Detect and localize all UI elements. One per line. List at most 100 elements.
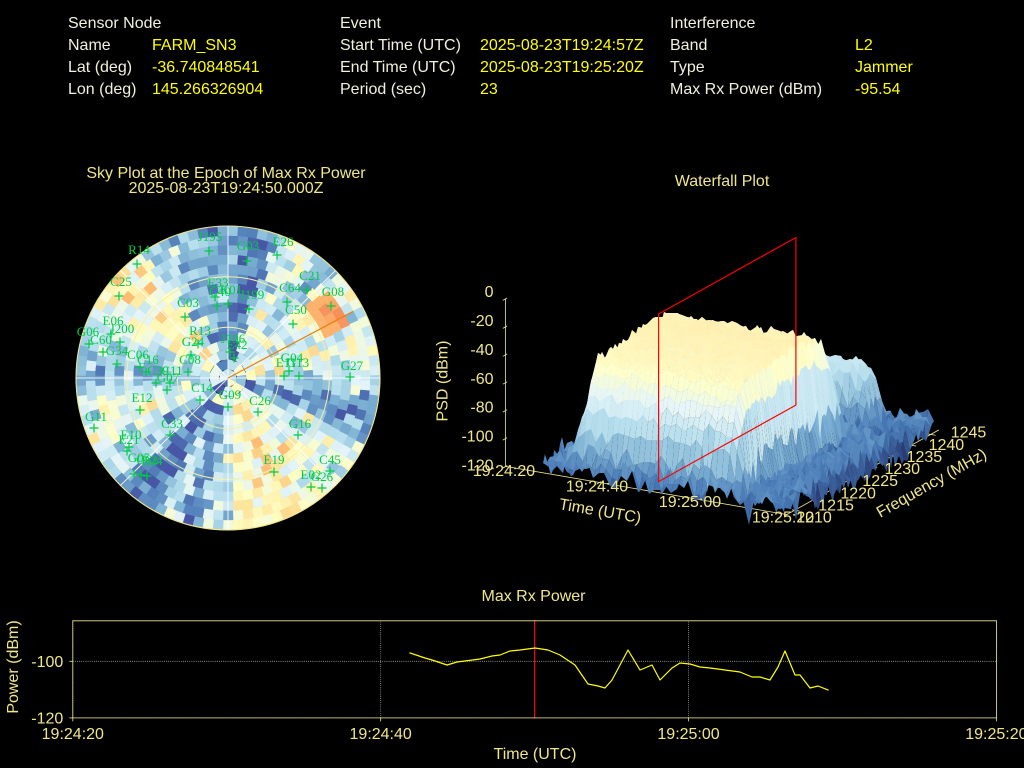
svg-text:G07: G07 — [157, 370, 180, 385]
svg-text:Lat (deg): Lat (deg) — [68, 59, 132, 76]
svg-text:E24: E24 — [142, 453, 163, 468]
svg-text:19:24:40: 19:24:40 — [566, 479, 628, 496]
svg-text:C45: C45 — [319, 452, 341, 467]
svg-text:G08: G08 — [322, 284, 344, 299]
svg-text:G03: G03 — [237, 238, 259, 253]
svg-text:1210: 1210 — [796, 510, 832, 527]
svg-text:FARM_SN3: FARM_SN3 — [152, 37, 237, 54]
svg-text:C60: C60 — [90, 332, 112, 347]
svg-text:Waterfall Plot: Waterfall Plot — [675, 173, 770, 190]
svg-text:J200: J200 — [110, 321, 135, 336]
svg-text:C06: C06 — [127, 347, 149, 362]
svg-text:C16: C16 — [137, 352, 159, 367]
svg-text:-80: -80 — [470, 400, 493, 417]
svg-text:Jammer: Jammer — [855, 59, 913, 76]
svg-text:Event: Event — [340, 15, 381, 32]
svg-text:E26: E26 — [273, 234, 294, 249]
svg-text:Max Rx Power: Max Rx Power — [481, 588, 586, 605]
svg-text:Lon (deg): Lon (deg) — [68, 81, 137, 98]
svg-text:-36.740848541: -36.740848541 — [152, 59, 260, 76]
svg-text:End Time (UTC): End Time (UTC) — [340, 59, 456, 76]
svg-text:Sky Plot at the Epoch of Max R: Sky Plot at the Epoch of Max Rx Power — [86, 165, 366, 182]
svg-text:Name: Name — [68, 37, 111, 54]
svg-text:Period (sec): Period (sec) — [340, 81, 426, 98]
svg-text:1245: 1245 — [951, 425, 987, 442]
svg-text:G11: G11 — [85, 409, 107, 424]
svg-text:Max Rx Power (dBm): Max Rx Power (dBm) — [670, 81, 822, 98]
svg-text:-100: -100 — [31, 654, 63, 671]
svg-text:Sensor Node: Sensor Node — [68, 15, 161, 32]
svg-text:1220: 1220 — [840, 485, 876, 502]
svg-text:C39: C39 — [147, 363, 169, 378]
svg-text:19:24:20: 19:24:20 — [42, 726, 104, 743]
svg-text:2025-08-23T19:24:57Z: 2025-08-23T19:24:57Z — [480, 37, 644, 54]
svg-text:C64: C64 — [279, 280, 301, 295]
svg-text:-40: -40 — [470, 342, 493, 359]
svg-text:C40: C40 — [209, 284, 231, 299]
svg-text:C62: C62 — [136, 452, 158, 467]
svg-text:19:25:20: 19:25:20 — [752, 510, 814, 527]
svg-text:-95.54: -95.54 — [855, 81, 900, 98]
svg-text:19:24:40: 19:24:40 — [350, 726, 412, 743]
svg-text:C25: C25 — [110, 274, 132, 289]
svg-text:E19: E19 — [264, 452, 285, 467]
svg-text:Interference: Interference — [670, 15, 755, 32]
svg-text:G09: G09 — [219, 387, 241, 402]
svg-text:145.266326904: 145.266326904 — [152, 81, 263, 98]
svg-text:G06: G06 — [77, 324, 100, 339]
svg-text:2025-08-23T19:25:20Z: 2025-08-23T19:25:20Z — [480, 59, 644, 76]
svg-text:Power (dBm): Power (dBm) — [5, 620, 22, 713]
svg-text:G24: G24 — [182, 334, 205, 349]
svg-text:R14: R14 — [128, 242, 150, 257]
svg-text:G13: G13 — [287, 355, 309, 370]
svg-text:-120: -120 — [31, 711, 63, 728]
svg-text:-120: -120 — [461, 458, 493, 475]
svg-text:19:25:00: 19:25:00 — [657, 726, 719, 743]
svg-text:G16: G16 — [289, 416, 312, 431]
svg-text:C14: C14 — [191, 380, 213, 395]
svg-text:E11: E11 — [276, 355, 296, 370]
svg-text:1225: 1225 — [862, 473, 898, 490]
svg-text:1235: 1235 — [907, 449, 943, 466]
svg-text:0: 0 — [485, 284, 494, 301]
svg-text:G34: G34 — [106, 343, 129, 358]
svg-text:19:25:00: 19:25:00 — [659, 494, 721, 511]
svg-text:E10: E10 — [121, 427, 142, 442]
svg-text:G05: G05 — [128, 450, 150, 465]
svg-text:C26: C26 — [249, 393, 271, 408]
svg-text:-100: -100 — [461, 429, 493, 446]
svg-text:1215: 1215 — [818, 497, 854, 514]
svg-text:J196: J196 — [221, 331, 246, 346]
svg-text:2025-08-23T19:24:50.000Z: 2025-08-23T19:24:50.000Z — [129, 180, 324, 197]
svg-text:C03: C03 — [177, 295, 199, 310]
svg-text:19:24:20: 19:24:20 — [473, 463, 535, 480]
svg-text:C33: C33 — [161, 416, 183, 431]
svg-text:-60: -60 — [470, 371, 493, 388]
svg-text:G26: G26 — [311, 469, 334, 484]
svg-text:C21: C21 — [299, 268, 321, 283]
svg-text:PSD (dBm): PSD (dBm) — [435, 341, 452, 422]
svg-text:19:25:20: 19:25:20 — [965, 726, 1024, 743]
svg-text:Type: Type — [670, 59, 705, 76]
svg-text:E42: E42 — [227, 337, 248, 352]
svg-text:Band: Band — [670, 37, 707, 54]
svg-text:E33: E33 — [208, 275, 229, 290]
svg-text:C50: C50 — [285, 302, 307, 317]
svg-text:E02: E02 — [301, 467, 322, 482]
svg-text:Time (UTC): Time (UTC) — [494, 746, 577, 763]
svg-text:K01: K01 — [220, 282, 242, 297]
svg-text:E12: E12 — [132, 390, 153, 405]
svg-text:L2: L2 — [855, 37, 873, 54]
svg-text:J195: J195 — [198, 229, 223, 244]
svg-text:C11: C11 — [161, 363, 182, 378]
svg-text:-20: -20 — [470, 313, 493, 330]
svg-text:1240: 1240 — [929, 437, 965, 454]
svg-text:Start Time (UTC): Start Time (UTC) — [340, 37, 461, 54]
svg-text:R13: R13 — [189, 323, 211, 338]
svg-text:G27: G27 — [341, 358, 364, 373]
svg-text:E06: E06 — [103, 313, 124, 328]
svg-text:E21: E21 — [119, 432, 140, 447]
svg-text:23: 23 — [480, 81, 498, 98]
svg-text:J199: J199 — [240, 287, 265, 302]
svg-text:1230: 1230 — [884, 461, 920, 478]
